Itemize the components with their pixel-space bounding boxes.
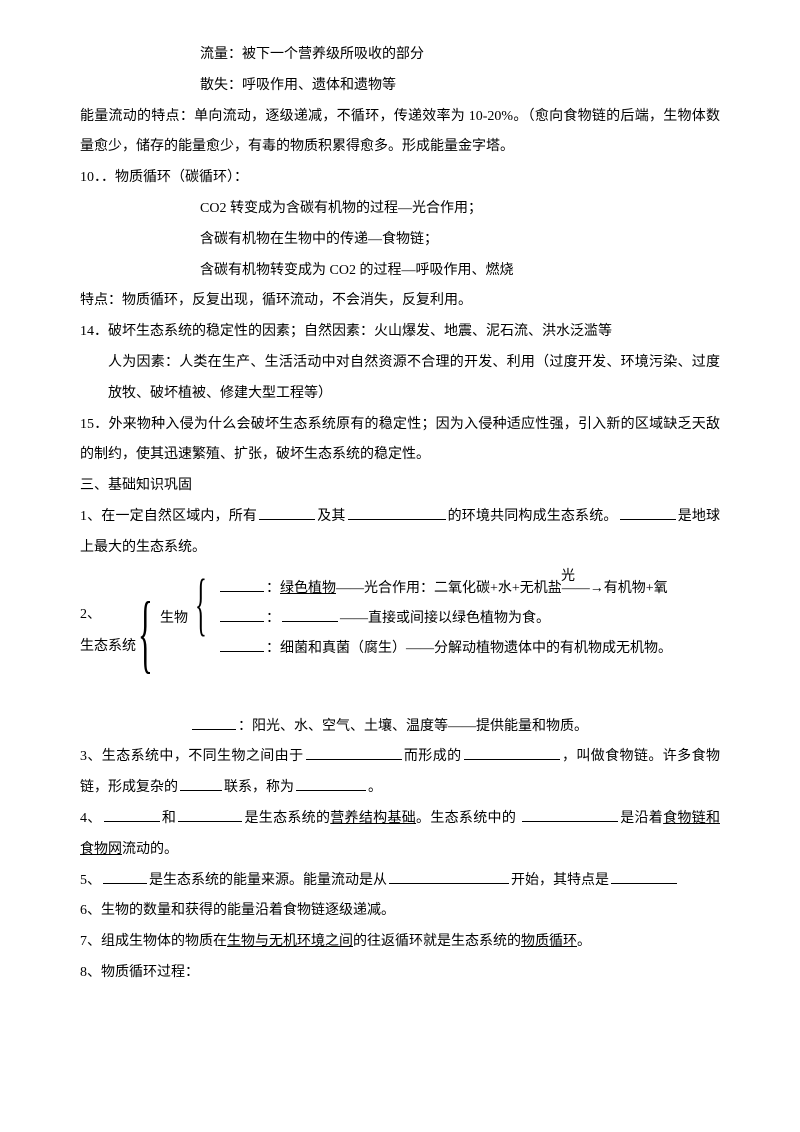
question-7: 7、组成生物体的物质在生物与无机环境之间的往返循环就是生态系统的物质循环。 xyxy=(80,927,720,958)
blank[interactable] xyxy=(180,776,222,791)
q2-label: 2、 xyxy=(80,600,101,631)
diagram-row-2: ： ——直接或间接以绿色植物为食。 xyxy=(218,604,550,635)
q3-a: 3、生态系统中，不同生物之间由于 xyxy=(80,749,304,764)
q3-d: 联系，称为 xyxy=(224,780,294,795)
d2-colon: ： xyxy=(266,611,280,626)
blank[interactable] xyxy=(192,714,236,729)
q7-a: 7、组成生物体的物质在 xyxy=(80,934,227,949)
d1-rest: ——光合作用：二氧化碳+水+无机盐——→有机物+氧 xyxy=(336,581,668,596)
para-human-factor: 人为因素：人类在生产、生活活动中对自然资源不合理的开发、利用（过度开发、环境污染… xyxy=(80,348,720,410)
line-co2-c: 含碳有机物转变成为 CO2 的过程—呼吸作用、燃烧 xyxy=(80,256,720,287)
q4-b: 和 xyxy=(162,811,177,826)
q7-c: 的往返循环就是生态系统的 xyxy=(353,934,521,949)
d1-green: 绿色植物 xyxy=(280,581,336,596)
line-co2-b: 含碳有机物在生物中的传递—食物链； xyxy=(80,225,720,256)
blank[interactable] xyxy=(522,807,618,822)
blank[interactable] xyxy=(104,807,160,822)
q5-a: 5、 xyxy=(80,873,101,888)
blank[interactable] xyxy=(282,606,338,621)
heading-14: 14．破坏生态系统的稳定性的因素；自然因素：火山爆发、地震、泥石流、洪水泛滥等 xyxy=(80,317,720,348)
heading-10: 10．．物质循环（碳循环）： xyxy=(80,163,720,194)
blank[interactable] xyxy=(220,576,264,591)
para-15: 15．外来物种入侵为什么会破坏生态系统原有的稳定性；因为入侵种适应性强，引入新的… xyxy=(80,410,720,472)
question-4: 4、和是生态系统的营养结构基础。生态系统中的 是沿着食物链和食物网流动的。 xyxy=(80,804,720,866)
q5-b: 是生态系统的能量来源。能量流动是从 xyxy=(149,873,387,888)
bracket-icon: { xyxy=(195,570,207,640)
q4-c: 是生态系统的 xyxy=(244,811,330,826)
q7-b: 生物与无机环境之间 xyxy=(227,934,353,949)
blank[interactable] xyxy=(178,807,242,822)
d4-rest: ：阳光、水、空气、土壤、温度等——提供能量和物质。 xyxy=(238,719,588,734)
q3-e: 。 xyxy=(368,780,382,795)
line-recycle: 特点：物质循环，反复出现，循环流动，不会消失，反复利用。 xyxy=(80,286,720,317)
diagram-q2: { { 2、 生态系统 生物 ：绿色植物——光合作用：二氧化碳+水+无机盐——→… xyxy=(80,572,720,702)
blank[interactable] xyxy=(620,505,676,520)
blank[interactable] xyxy=(259,505,315,520)
blank[interactable] xyxy=(389,868,509,883)
q5-c: 开始，其特点是 xyxy=(511,873,609,888)
d3-rest: ：细菌和真菌（腐生）——分解动植物遗体中的有机物成无机物。 xyxy=(266,641,672,656)
q4-e: 。生态系统中的 xyxy=(416,811,520,826)
q4-f: 是沿着 xyxy=(620,811,663,826)
q7-e: 。 xyxy=(577,934,591,949)
para-energy-flow: 能量流动的特点：单向流动，逐级递减，不循环，传递效率为 10-20%。（愈向食物… xyxy=(80,102,720,164)
blank[interactable] xyxy=(348,505,446,520)
blank[interactable] xyxy=(611,868,677,883)
q4-d: 营养结构基础 xyxy=(330,811,416,826)
diagram-row-4: ：阳光、水、空气、土壤、温度等——提供能量和物质。 xyxy=(80,712,720,743)
blank[interactable] xyxy=(464,745,560,760)
question-1: 1、在一定自然区域内，所有及其的环境共同构成生态系统。是地球上最大的生态系统。 xyxy=(80,502,720,564)
line-loss: 散失：呼吸作用、遗体和遗物等 xyxy=(80,71,720,102)
diagram-row-1: ：绿色植物——光合作用：二氧化碳+水+无机盐——→有机物+氧 xyxy=(218,574,668,605)
question-8: 8、物质循环过程： xyxy=(80,958,720,989)
blank[interactable] xyxy=(306,745,402,760)
line-co2-a: CO2 转变成为含碳有机物的过程—光合作用； xyxy=(80,194,720,225)
question-5: 5、 是生态系统的能量来源。能量流动是从 开始，其特点是 xyxy=(80,866,720,897)
question-3: 3、生态系统中，不同生物之间由于而形成的，叫做食物链。许多食物链，形成复杂的联系… xyxy=(80,742,720,804)
q1-text-a: 1、在一定自然区域内，所有 xyxy=(80,509,257,524)
blank[interactable] xyxy=(296,776,366,791)
line-flow: 流量：被下一个营养级所吸收的部分 xyxy=(80,40,720,71)
heading-section3: 三、基础知识巩固 xyxy=(80,471,720,502)
q4-h: 流动的。 xyxy=(122,842,178,857)
blank[interactable] xyxy=(103,868,147,883)
blank[interactable] xyxy=(220,606,264,621)
question-6: 6、生物的数量和获得的能量沿着食物链逐级递减。 xyxy=(80,896,720,927)
bracket-icon: { xyxy=(138,590,153,678)
q1-text-b: 及其 xyxy=(317,509,345,524)
q3-b: 而形成的 xyxy=(404,749,462,764)
q4-a: 4、 xyxy=(80,811,102,826)
label-bio: 生物 xyxy=(160,604,188,635)
d2-rest: ——直接或间接以绿色植物为食。 xyxy=(340,611,550,626)
blank[interactable] xyxy=(220,636,264,651)
label-ecosystem: 生态系统 xyxy=(80,632,136,663)
q7-d: 物质循环 xyxy=(521,934,577,949)
d1-colon: ： xyxy=(266,581,280,596)
q1-text-c: 的环境共同构成生态系统。 xyxy=(448,509,618,524)
diagram-row-3: ：细菌和真菌（腐生）——分解动植物遗体中的有机物成无机物。 xyxy=(218,634,672,665)
